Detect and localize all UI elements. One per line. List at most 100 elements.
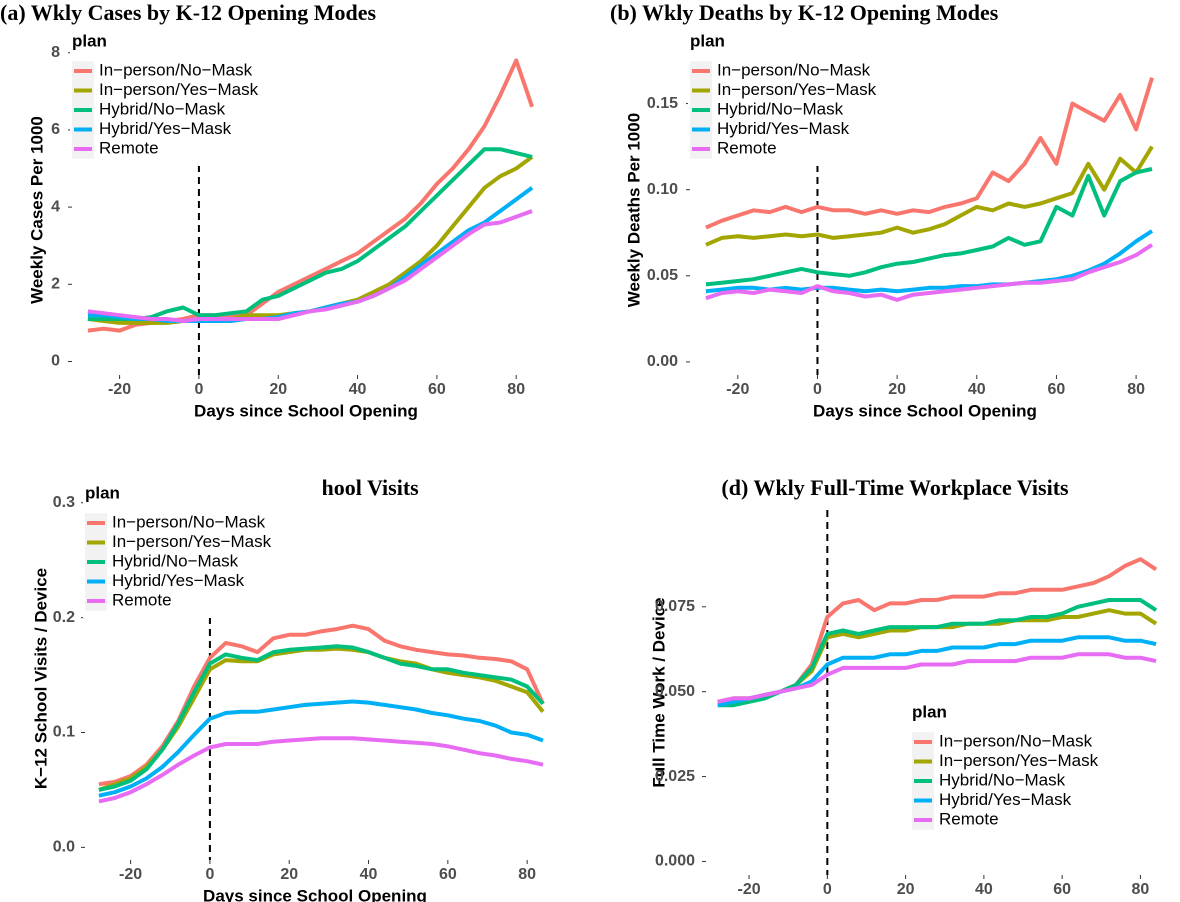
panel: (d) Wkly Full-Time Workplace VisitsDays …: [649, 475, 1158, 902]
x-tick-label: 40: [349, 381, 367, 398]
y-tick-label: 0.15: [647, 95, 678, 112]
legend-label: In−person/Yes−Mask: [99, 80, 259, 99]
y-tick-label: 4: [51, 198, 60, 215]
legend: planIn−person/No−MaskIn−person/Yes−MaskH…: [910, 698, 1150, 837]
x-tick-label: 80: [518, 866, 536, 883]
y-tick-label: 0.0: [53, 839, 75, 856]
x-tick-label: 40: [968, 381, 986, 398]
legend-label: Remote: [939, 809, 999, 828]
y-axis-label: Weekly Cases Per 1000: [27, 116, 46, 304]
series-line: [705, 145, 1154, 247]
x-tick-label: 60: [1053, 881, 1071, 898]
legend-label: Hybrid/Yes−Mask: [939, 790, 1072, 809]
legend: planIn−person/No−MaskIn−person/Yes−MaskH…: [83, 479, 323, 618]
series-line: [87, 155, 534, 325]
legend-label: Remote: [717, 138, 777, 157]
y-axis-label: Full Time Work / Device: [649, 597, 668, 787]
y-tick-label: 0.05: [647, 267, 678, 284]
legend-label: Hybrid/No−Mask: [112, 551, 239, 570]
series-line: [705, 77, 1154, 230]
series-line: [705, 167, 1153, 287]
y-tick-label: 0.050: [655, 683, 695, 700]
series-line: [705, 229, 1154, 294]
legend-label: Hybrid/No−Mask: [99, 99, 226, 118]
y-tick-label: 0.10: [647, 181, 678, 198]
series-line: [98, 644, 545, 792]
x-tick-label: 0: [813, 381, 822, 398]
x-tick-label: 20: [280, 866, 298, 883]
legend-title: plan: [912, 702, 947, 721]
x-tick-label: 0: [194, 381, 203, 398]
y-tick-label: 0.1: [53, 724, 75, 741]
y-tick-label: 0.00: [647, 353, 678, 370]
x-tick-label: 20: [269, 381, 287, 398]
series-line: [717, 557, 1158, 704]
series-line: [87, 209, 533, 323]
legend-label: Hybrid/Yes−Mask: [99, 119, 232, 138]
y-axis-label: Weekly Deaths Per 1000: [624, 113, 643, 307]
legend-label: In−person/No−Mask: [717, 60, 871, 79]
legend-title: plan: [690, 31, 725, 50]
series-line: [717, 635, 1157, 708]
x-tick-label: -20: [108, 381, 131, 398]
series-line: [717, 652, 1157, 704]
x-tick-label: 60: [428, 381, 446, 398]
legend-label: In−person/Yes−Mask: [939, 751, 1099, 770]
series-line: [98, 699, 544, 798]
panel-title: (a) Wkly Cases by K-12 Opening Modes: [0, 0, 377, 25]
x-tick-label: 80: [1127, 381, 1145, 398]
series-line: [705, 243, 1154, 302]
legend-background: [83, 479, 323, 618]
x-tick-label: 80: [1132, 881, 1150, 898]
y-axis-label: K−12 School Visits / Device: [31, 568, 50, 789]
x-tick-label: 80: [507, 381, 525, 398]
legend-label: In−person/Yes−Mask: [112, 532, 272, 551]
legend: planIn−person/No−MaskIn−person/Yes−MaskH…: [70, 27, 310, 166]
legend-background: [688, 27, 928, 166]
legend-label: In−person/No−Mask: [99, 60, 253, 79]
x-tick-label: 40: [360, 866, 378, 883]
legend-label: Hybrid/Yes−Mask: [717, 119, 850, 138]
panel: (b) Wkly Deaths by K-12 Opening Modes Day…: [610, 0, 1154, 420]
legend-title: plan: [72, 31, 107, 50]
x-axis-label: Days since School Opening: [813, 401, 1037, 420]
legend-label: In−person/No−Mask: [939, 731, 1093, 750]
x-tick-label: 60: [439, 866, 457, 883]
legend-label: In−person/No−Mask: [112, 512, 266, 531]
series-line: [717, 598, 1158, 708]
legend-label: Hybrid/No−Mask: [939, 770, 1066, 789]
y-tick-label: 0: [51, 353, 60, 370]
panel: (a) Wkly Cases by K-12 Opening Modes Days…: [0, 0, 534, 420]
y-tick-label: 8: [51, 44, 60, 61]
x-tick-label: 0: [205, 866, 214, 883]
x-tick-label: 20: [888, 381, 906, 398]
legend-label: Hybrid/Yes−Mask: [112, 571, 245, 590]
legend-label: Remote: [112, 590, 172, 609]
y-tick-label: 0.075: [655, 598, 695, 615]
y-tick-label: 6: [51, 121, 60, 138]
x-tick-label: -20: [737, 881, 760, 898]
x-tick-label: -20: [119, 866, 142, 883]
x-tick-label: 60: [1048, 381, 1066, 398]
legend-background: [70, 27, 310, 166]
x-tick-label: 20: [897, 881, 915, 898]
legend-label: Remote: [99, 138, 159, 157]
legend: planIn−person/No−MaskIn−person/Yes−MaskH…: [688, 27, 928, 166]
legend-title: plan: [85, 483, 120, 502]
y-tick-label: 0.2: [53, 609, 75, 626]
y-tick-label: 0.025: [655, 768, 695, 785]
y-tick-label: 0.3: [53, 494, 75, 511]
y-tick-label: 2: [51, 276, 60, 293]
series-line: [98, 736, 544, 804]
x-tick-label: -20: [726, 381, 749, 398]
x-tick-label: 0: [823, 881, 832, 898]
legend-label: Hybrid/No−Mask: [717, 99, 844, 118]
legend-label: In−person/Yes−Mask: [717, 80, 877, 99]
y-tick-label: 0.000: [655, 853, 695, 870]
series-line: [87, 147, 533, 321]
legend-background: [910, 698, 1150, 837]
x-tick-label: 40: [975, 881, 993, 898]
panel-title: (d) Wkly Full-Time Workplace Visits: [721, 475, 1069, 500]
x-axis-label: Days since School Opening: [194, 401, 418, 420]
